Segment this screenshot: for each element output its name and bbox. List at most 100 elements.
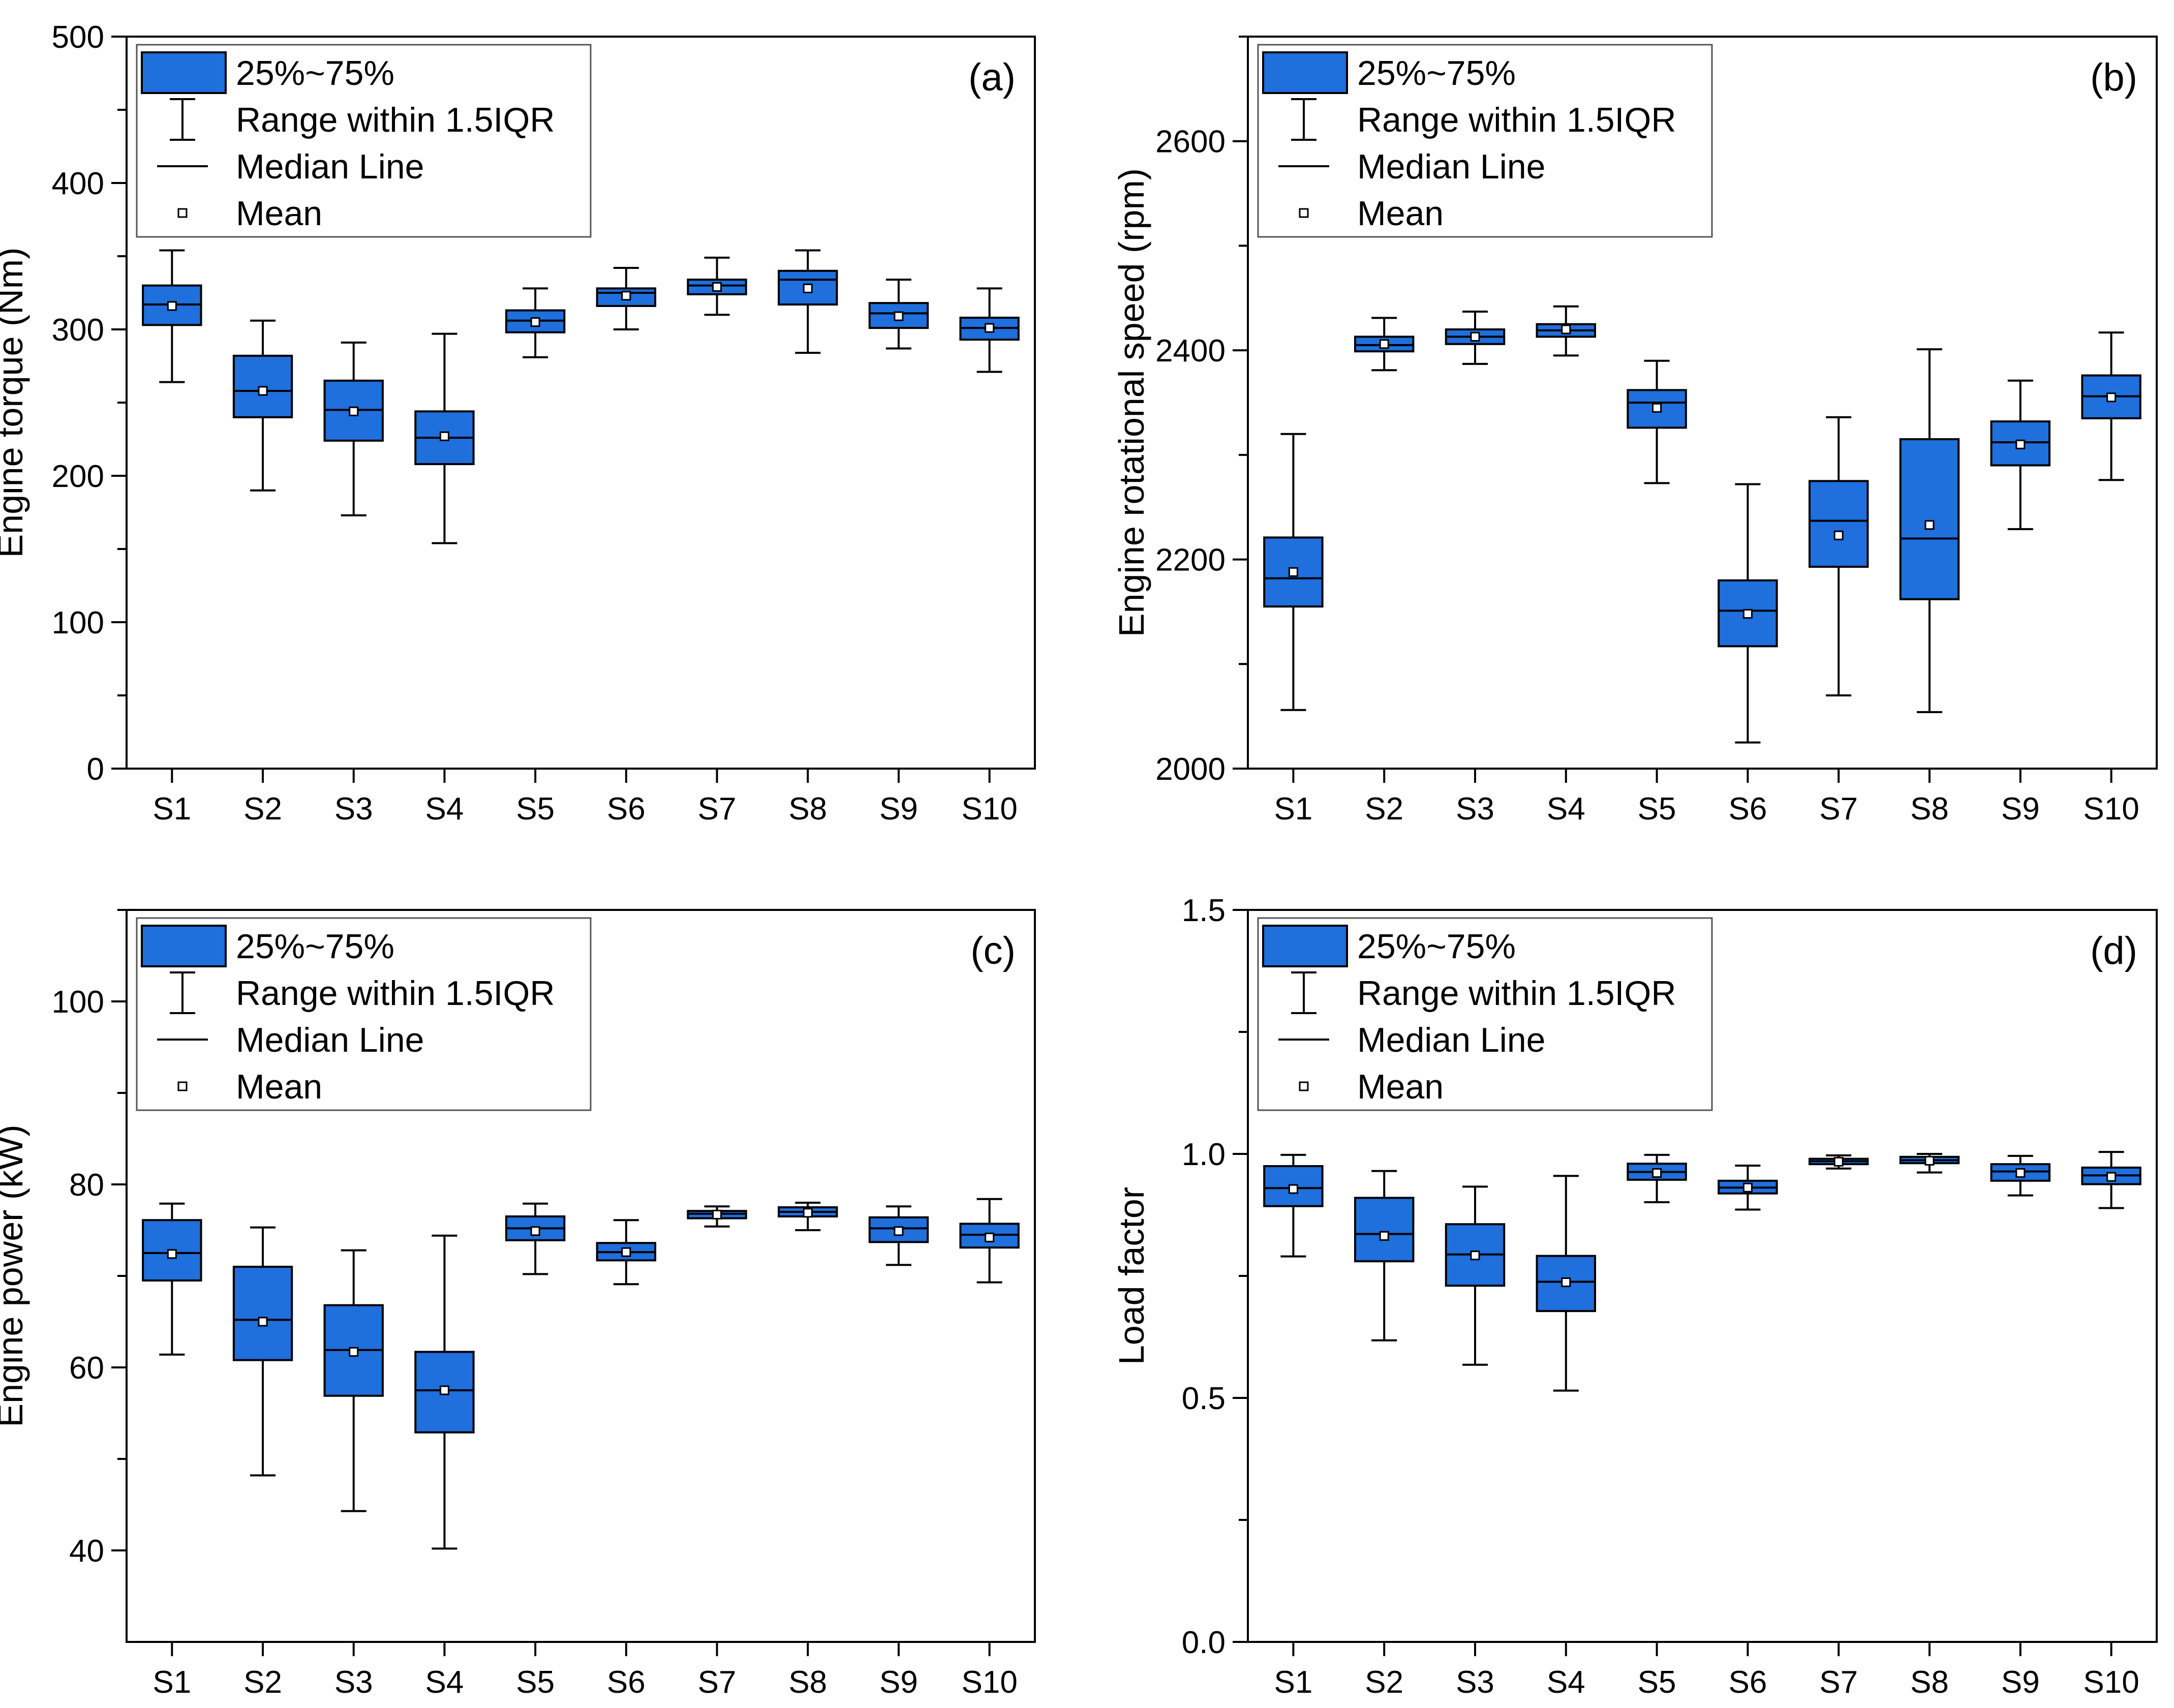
box-S9: [1990, 1154, 2051, 1197]
x-tick-label: S3: [334, 1665, 373, 1700]
y-tick-label: 200: [52, 459, 104, 494]
y-tick-label: 1.0: [1182, 1137, 1226, 1172]
mean-marker: [1561, 1277, 1571, 1287]
y-tick-label: 0: [87, 752, 104, 787]
box-S1: [142, 249, 202, 383]
panel-4: 0.0 0.5 1.0 1.5 Load factor S1 S2 S3 S4 S5 S6 S7 S8 S…: [1112, 893, 2158, 1700]
mean-marker: [349, 406, 359, 416]
panel-3: 40 60 80 100 Engine power (kW) S1 S2 S3 S4 S5 S6 S7…: [0, 909, 1036, 1700]
legend-label-median: Median Line: [1357, 1021, 1545, 1059]
mean-marker: [1924, 1155, 1935, 1166]
mean-marker: [803, 1208, 813, 1218]
mean-marker: [530, 317, 540, 327]
mean-marker: [1652, 403, 1662, 413]
mean-marker: [894, 1226, 904, 1236]
mean-marker: [1470, 1250, 1480, 1261]
box-S4: [1536, 1175, 1597, 1392]
x-tick-label: S10: [961, 1665, 1017, 1700]
y-tick-label: 300: [52, 313, 104, 348]
x-tick-label: S4: [1547, 791, 1585, 827]
x-tick-label: S2: [1365, 1665, 1403, 1700]
box-S1: [142, 1202, 202, 1356]
legend-label-whisker: Range within 1.5IQR: [236, 974, 555, 1013]
box-S2: [1354, 1170, 1415, 1341]
mean-marker: [2015, 1168, 2026, 1178]
x-tick-label: S9: [2001, 791, 2040, 827]
x-tick-label: S9: [879, 1665, 918, 1700]
y-tick-label: 100: [52, 605, 104, 640]
x-tick-label: S7: [1819, 1665, 1858, 1700]
box-S7: [1808, 1154, 1869, 1170]
x-tick-label: S2: [1365, 791, 1403, 827]
x-tick-label: S10: [2083, 1665, 2139, 1700]
y-axis-label: Engine torque (Nm): [0, 248, 30, 558]
x-tick-label: S10: [2083, 791, 2139, 827]
legend-label-box: 25%~75%: [236, 927, 394, 966]
x-tick-label: S7: [698, 791, 737, 827]
y-tick-label: 0.5: [1182, 1381, 1226, 1416]
x-tick-label: S5: [1638, 791, 1676, 827]
panel-1: 0 100 200 300 400 500 Engine torque (Nm) S1 S2 S3…: [0, 20, 1036, 827]
mean-marker: [621, 291, 631, 301]
legend-mean-marker: [177, 208, 188, 218]
panel-label: (a): [968, 56, 1016, 99]
mean-marker: [1924, 520, 1935, 530]
legend-mean-marker: [177, 1081, 188, 1091]
box-S8: [1899, 348, 1960, 713]
box-S6: [596, 1219, 657, 1286]
x-tick-label: S8: [1910, 1665, 1949, 1700]
x-tick-label: S7: [698, 1665, 737, 1700]
mean-marker: [1470, 331, 1480, 342]
legend-box-swatch: [1262, 51, 1348, 94]
y-tick-label: 100: [52, 985, 104, 1020]
x-tick-label: S8: [788, 1665, 827, 1700]
x-tick-label: S2: [243, 791, 282, 827]
legend-label-mean: Mean: [236, 1068, 322, 1106]
x-tick-label: S7: [1819, 791, 1858, 827]
x-tick-label: S10: [961, 791, 1017, 827]
x-tick-label: S4: [425, 1665, 464, 1700]
mean-marker: [1652, 1168, 1662, 1178]
y-axis-label: Engine rotational speed (rpm): [1112, 168, 1151, 637]
box-S7: [1808, 416, 1869, 696]
mean-marker: [894, 311, 904, 321]
mean-marker: [803, 283, 813, 293]
legend-label-mean: Mean: [1357, 1068, 1444, 1106]
x-tick-label: S6: [607, 1665, 646, 1700]
x-tick-label: S5: [516, 1665, 555, 1700]
box-S5: [1627, 359, 1687, 484]
iqr-box: [868, 1216, 929, 1243]
box-S6: [1718, 1165, 1778, 1211]
box-S10: [2081, 1151, 2141, 1209]
box-S5: [505, 1202, 566, 1275]
box-S4: [414, 1234, 475, 1550]
panel-label: (b): [2090, 56, 2137, 99]
legend: 25%~75% Range within 1.5IQR Median Line Mea…: [136, 917, 592, 1111]
mean-marker: [1833, 1156, 1844, 1167]
x-tick-label: S4: [1547, 1665, 1585, 1700]
panel-label: (c): [970, 929, 1016, 972]
legend-mean-marker: [1299, 1081, 1309, 1091]
mean-marker: [167, 1249, 177, 1259]
mean-marker: [2106, 392, 2117, 403]
x-tick-label: S9: [879, 791, 918, 827]
legend: 25%~75% Range within 1.5IQR Median Line Mea…: [136, 44, 592, 238]
box-S1: [1263, 1153, 1324, 1258]
x-tick-label: S4: [425, 791, 464, 827]
legend-label-median: Median Line: [236, 147, 424, 186]
legend-label-mean: Mean: [236, 194, 322, 233]
mean-marker: [167, 301, 177, 311]
mean-marker: [1379, 1231, 1389, 1241]
mean-marker: [1833, 530, 1844, 540]
y-tick-label: 0.0: [1182, 1625, 1226, 1660]
y-tick-label: 2200: [1155, 543, 1226, 578]
iqr-box: [868, 302, 929, 329]
legend-label-whisker: Range within 1.5IQR: [1357, 974, 1676, 1013]
box-S8: [778, 1202, 838, 1231]
x-tick-label: S2: [243, 1665, 282, 1700]
mean-marker: [258, 1317, 268, 1327]
x-tick-label: S6: [1728, 1665, 1767, 1700]
mean-marker: [1561, 324, 1571, 334]
x-tick-label: S1: [1274, 1665, 1312, 1700]
box-S3: [323, 341, 384, 516]
